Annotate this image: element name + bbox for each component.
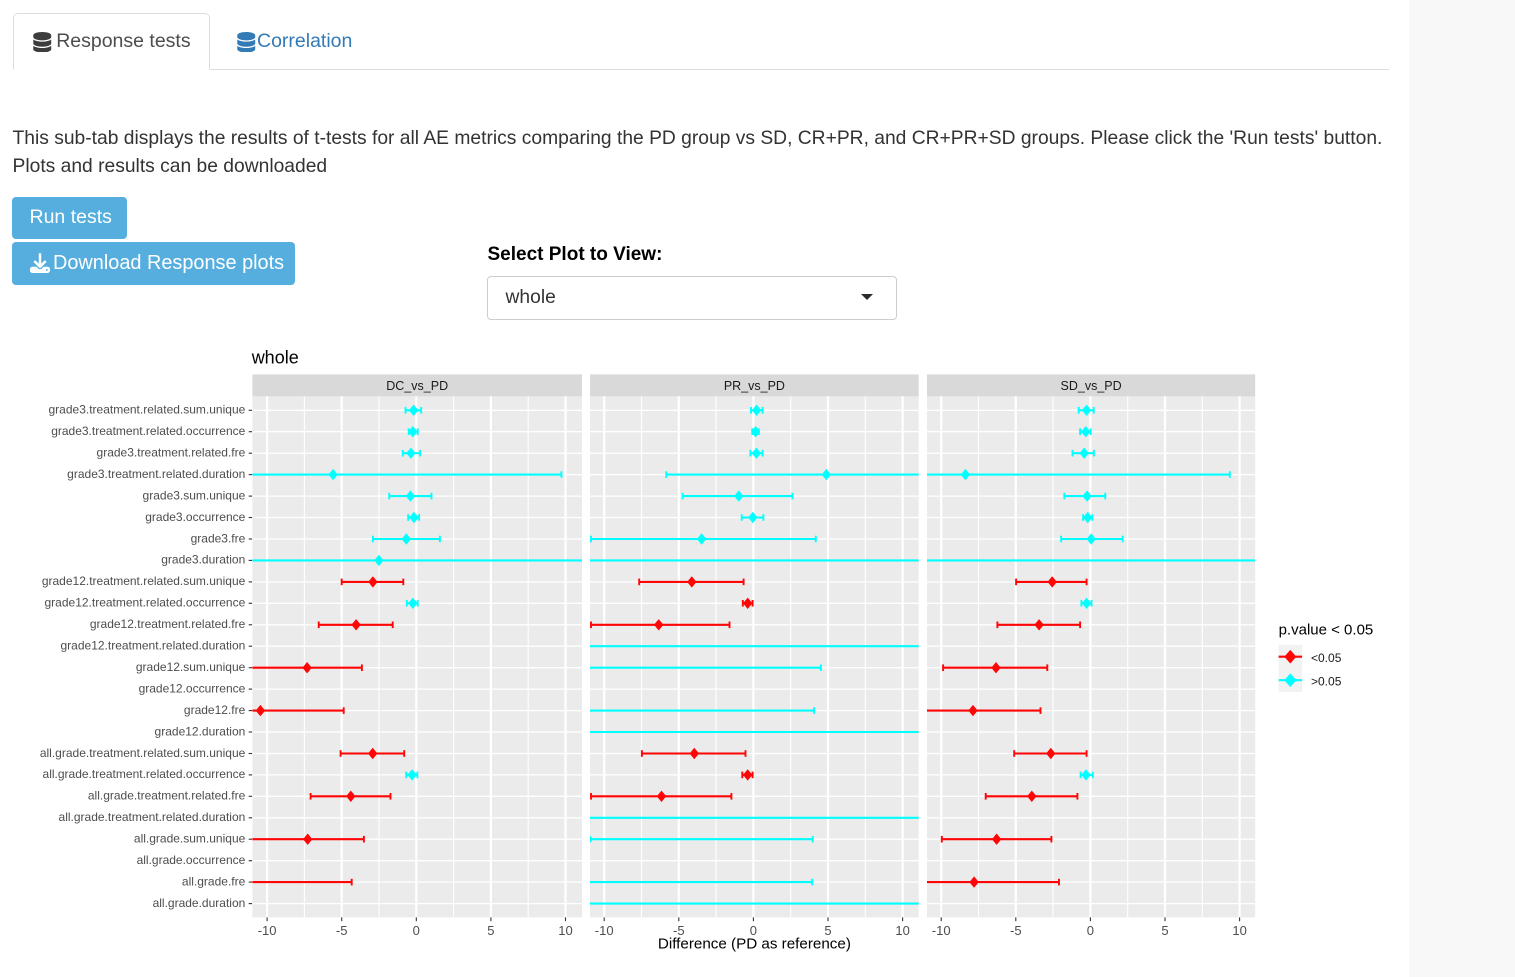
svg-text:grade12.occurrence: grade12.occurrence (139, 681, 246, 695)
svg-text:<0.05: <0.05 (1311, 651, 1342, 665)
svg-text:DC_vs_PD: DC_vs_PD (386, 379, 448, 393)
svg-text:all.grade.occurrence: all.grade.occurrence (137, 853, 246, 867)
svg-text:PR_vs_PD: PR_vs_PD (724, 379, 785, 393)
svg-text:grade12.duration: grade12.duration (155, 724, 246, 738)
svg-text:grade12.treatment.related.fre: grade12.treatment.related.fre (90, 617, 246, 631)
svg-text:all.grade.sum.unique: all.grade.sum.unique (134, 832, 246, 846)
svg-text:grade3.treatment.related.durat: grade3.treatment.related.duration (67, 467, 245, 481)
svg-text:10: 10 (895, 923, 909, 938)
svg-text:all.grade.fre: all.grade.fre (182, 874, 246, 888)
svg-text:0: 0 (1087, 923, 1094, 938)
svg-text:all.grade.treatment.related.su: all.grade.treatment.related.sum.unique (40, 746, 246, 760)
svg-text:grade12.treatment.related.occu: grade12.treatment.related.occurrence (45, 596, 246, 610)
svg-text:whole: whole (251, 347, 299, 367)
svg-text:grade3.treatment.related.occur: grade3.treatment.related.occurrence (51, 424, 245, 438)
svg-text:grade12.treatment.related.dura: grade12.treatment.related.duration (61, 639, 246, 653)
svg-text:grade3.duration: grade3.duration (161, 553, 245, 567)
svg-text:-5: -5 (1010, 923, 1022, 938)
svg-text:-10: -10 (932, 923, 951, 938)
svg-text:grade3.sum.unique: grade3.sum.unique (143, 488, 246, 502)
svg-text:all.grade.duration: all.grade.duration (153, 896, 246, 910)
svg-text:>0.05: >0.05 (1311, 675, 1342, 689)
svg-text:-10: -10 (595, 923, 614, 938)
svg-text:5: 5 (824, 923, 831, 938)
svg-text:grade12.sum.unique: grade12.sum.unique (136, 660, 246, 674)
svg-text:10: 10 (1232, 923, 1246, 938)
svg-text:grade3.treatment.related.fre: grade3.treatment.related.fre (97, 446, 246, 460)
svg-text:all.grade.treatment.related.oc: all.grade.treatment.related.occurrence (43, 767, 246, 781)
svg-text:0: 0 (413, 923, 420, 938)
svg-text:grade3.occurrence: grade3.occurrence (145, 510, 245, 524)
svg-text:-5: -5 (336, 923, 348, 938)
svg-text:5: 5 (1161, 923, 1168, 938)
svg-text:5: 5 (487, 923, 494, 938)
svg-text:-10: -10 (258, 923, 277, 938)
svg-text:all.grade.treatment.related.du: all.grade.treatment.related.duration (59, 810, 246, 824)
svg-text:grade12.fre: grade12.fre (184, 703, 246, 717)
svg-text:grade3.treatment.related.sum.u: grade3.treatment.related.sum.unique (49, 403, 246, 417)
svg-text:p.value < 0.05: p.value < 0.05 (1279, 621, 1374, 638)
svg-text:grade12.treatment.related.sum.: grade12.treatment.related.sum.unique (42, 574, 246, 588)
svg-text:0: 0 (750, 923, 757, 938)
svg-text:SD_vs_PD: SD_vs_PD (1061, 379, 1122, 393)
svg-text:Difference (PD as reference): Difference (PD as reference) (658, 936, 851, 953)
svg-text:grade3.fre: grade3.fre (191, 531, 246, 545)
svg-text:all.grade.treatment.related.fr: all.grade.treatment.related.fre (88, 789, 246, 803)
svg-text:10: 10 (558, 923, 572, 938)
svg-text:-5: -5 (673, 923, 685, 938)
